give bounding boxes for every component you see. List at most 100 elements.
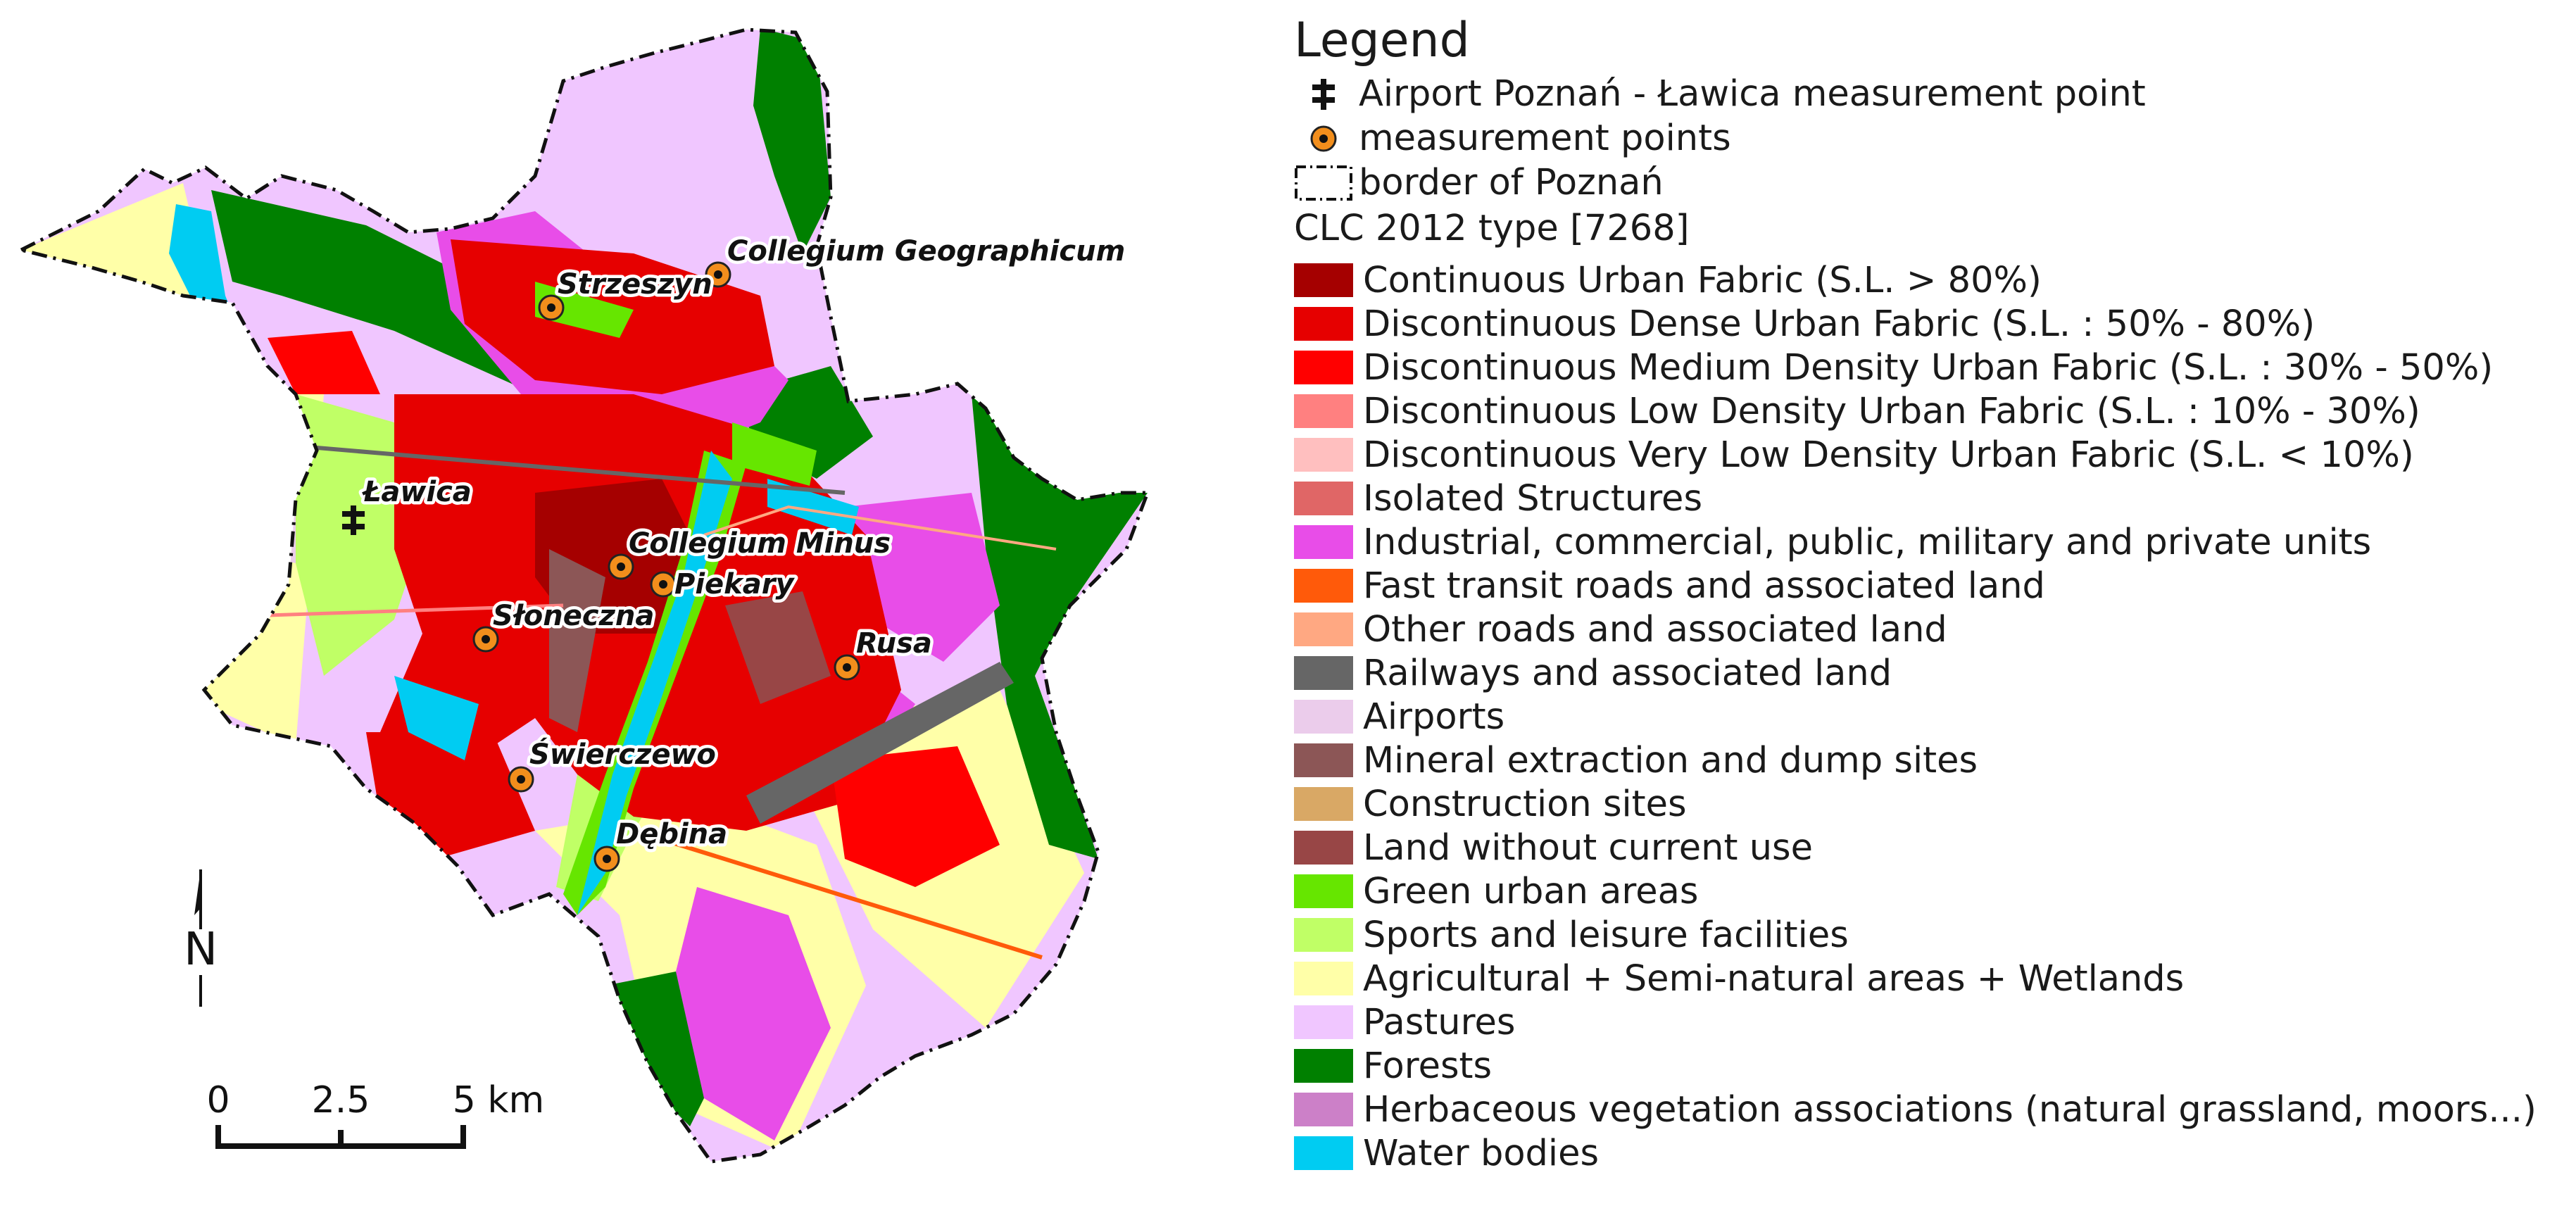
- legend-swatch: [1294, 1136, 1353, 1170]
- legend-swatch: [1294, 569, 1353, 603]
- legend-item-label: Railways and associated land: [1363, 652, 1892, 694]
- legend-swatch: [1294, 482, 1353, 515]
- svg-text:Piekary: Piekary: [674, 568, 795, 601]
- svg-text:Słoneczna: Słoneczna: [493, 600, 654, 632]
- north-arrow: N: [184, 869, 218, 1007]
- scale-tick-0: 0: [206, 1079, 230, 1121]
- legend-item: Pastures: [1294, 1000, 2568, 1044]
- legend-item: Continuous Urban Fabric (S.L. > 80%): [1294, 258, 2568, 302]
- measurement-point-icon: [1294, 120, 1353, 157]
- legend-item-label: Airports: [1363, 696, 1505, 738]
- poznan-border: [15, 27, 1150, 1164]
- legend-item-label: Forests: [1363, 1045, 1493, 1087]
- land-use-map: Collegium Geographicum Strzeszyn Ławica …: [15, 27, 1150, 1164]
- legend-item-label: Discontinuous Very Low Density Urban Fab…: [1363, 434, 2414, 476]
- legend-swatch: [1294, 307, 1353, 341]
- station-sloneczna: Słoneczna: [472, 597, 658, 653]
- legend-item-label: Green urban areas: [1363, 870, 1699, 912]
- clc-heading: CLC 2012 type [7268]: [1294, 208, 1690, 249]
- station-collegium-geographicum: Collegium Geographicum: [705, 232, 1129, 288]
- legend-item: Airports: [1294, 695, 2568, 738]
- measurement-points: Collegium Geographicum Strzeszyn Ławica …: [342, 232, 1129, 872]
- legend-swatch: [1294, 874, 1353, 908]
- legend-item: Fast transit roads and associated land: [1294, 564, 2568, 608]
- legend-item-label: Fast transit roads and associated land: [1363, 565, 2045, 607]
- border-swatch: [1294, 165, 1353, 201]
- svg-text:Strzeszyn: Strzeszyn: [558, 268, 712, 301]
- legend-swatch: [1294, 1005, 1353, 1039]
- legend-item: Land without current use: [1294, 826, 2568, 869]
- legend-swatch: [1294, 918, 1353, 952]
- legend-item-label: Land without current use: [1363, 826, 1813, 869]
- legend-swatch: [1294, 700, 1353, 734]
- legend-item: Discontinuous Medium Density Urban Fabri…: [1294, 346, 2568, 389]
- legend-swatch: [1294, 1049, 1353, 1083]
- legend-item: Sports and leisure facilities: [1294, 913, 2568, 957]
- legend-item-label: Construction sites: [1363, 783, 1687, 825]
- legend-border: border of Poznań: [1294, 161, 2568, 205]
- legend-swatch: [1294, 394, 1353, 428]
- legend-item: Other roads and associated land: [1294, 608, 2568, 651]
- legend-item-label: Mineral extraction and dump sites: [1363, 739, 1978, 781]
- legend-item: Discontinuous Very Low Density Urban Fab…: [1294, 433, 2568, 477]
- legend-item: Green urban areas: [1294, 869, 2568, 913]
- station-strzeszyn: Strzeszyn: [538, 265, 715, 321]
- legend-item-label: Discontinuous Low Density Urban Fabric (…: [1363, 390, 2420, 432]
- svg-text:Collegium Minus: Collegium Minus: [629, 527, 891, 560]
- svg-text:Rusa: Rusa: [856, 627, 932, 660]
- legend-item-label: Continuous Urban Fabric (S.L. > 80%): [1363, 259, 2042, 301]
- scale-tick-1: 2.5: [312, 1079, 370, 1121]
- scale-tick-2: 5 km: [453, 1079, 544, 1121]
- station-piekary: Piekary: [650, 565, 798, 604]
- legend-item-label: Discontinuous Medium Density Urban Fabri…: [1363, 346, 2494, 389]
- map-panel: Collegium Geographicum Strzeszyn Ławica …: [0, 0, 1232, 1232]
- legend-swatch: [1294, 438, 1353, 472]
- legend-swatch: [1294, 263, 1353, 297]
- legend-item-label: Isolated Structures: [1363, 477, 1703, 520]
- legend-airport-label: Airport Poznań - Ławica measurement poin…: [1359, 73, 2146, 115]
- legend: Legend Airport Poznań - Ławica measureme…: [1294, 13, 2568, 1175]
- legend-item-label: Pastures: [1363, 1001, 1516, 1043]
- station-rusa: Rusa: [834, 624, 935, 681]
- legend-swatch: [1294, 787, 1353, 821]
- legend-item: Discontinuous Low Density Urban Fabric (…: [1294, 389, 2568, 433]
- legend-item: Water bodies: [1294, 1131, 2568, 1175]
- legend-swatch: [1294, 525, 1353, 559]
- north-label: N: [184, 924, 218, 976]
- legend-title: Legend: [1294, 13, 1470, 68]
- legend-swatch: [1294, 612, 1353, 646]
- legend-item: Construction sites: [1294, 782, 2568, 826]
- legend-measurement-points: measurement points: [1294, 116, 2568, 161]
- legend-item: Railways and associated land: [1294, 651, 2568, 695]
- legend-item-label: Industrial, commercial, public, military…: [1363, 521, 2372, 563]
- legend-item: Isolated Structures: [1294, 477, 2568, 520]
- legend-swatch: [1294, 962, 1353, 995]
- legend-measurement-label: measurement points: [1359, 118, 1731, 159]
- legend-swatch: [1294, 743, 1353, 777]
- airport-icon: [342, 505, 365, 535]
- legend-item: Herbaceous vegetation associations (natu…: [1294, 1088, 2568, 1131]
- legend-item-label: Water bodies: [1363, 1132, 1600, 1174]
- legend-airport-point: Airport Poznań - Ławica measurement poin…: [1294, 72, 2568, 116]
- legend-item-label: Herbaceous vegetation associations (natu…: [1363, 1088, 2537, 1131]
- scale-bar: 0 2.5 5 km: [206, 1079, 544, 1149]
- legend-item-label: Sports and leisure facilities: [1363, 914, 1849, 956]
- svg-text:Collegium Geographicum: Collegium Geographicum: [727, 235, 1125, 268]
- station-collegium-minus: Collegium Minus: [608, 524, 894, 580]
- legend-item-label: Discontinuous Dense Urban Fabric (S.L. :…: [1363, 303, 2316, 345]
- legend-item-label: Agricultural + Semi-natural areas + Wetl…: [1363, 957, 2185, 1000]
- station-debina: Dębina: [593, 815, 731, 872]
- svg-text:Dębina: Dębina: [616, 818, 727, 850]
- legend-swatch: [1294, 831, 1353, 865]
- legend-border-label: border of Poznań: [1359, 162, 1664, 203]
- legend-item: Forests: [1294, 1044, 2568, 1088]
- legend-item: Agricultural + Semi-natural areas + Wetl…: [1294, 957, 2568, 1000]
- svg-text:Ławica: Ławica: [362, 476, 472, 508]
- legend-swatch: [1294, 1093, 1353, 1126]
- legend-item: Mineral extraction and dump sites: [1294, 738, 2568, 782]
- legend-item: Industrial, commercial, public, military…: [1294, 520, 2568, 564]
- legend-items: Continuous Urban Fabric (S.L. > 80%) Disc…: [1294, 258, 2568, 1175]
- legend-swatch: [1294, 656, 1353, 690]
- station-lawica: Ławica: [342, 473, 475, 535]
- airport-icon: [1294, 76, 1353, 113]
